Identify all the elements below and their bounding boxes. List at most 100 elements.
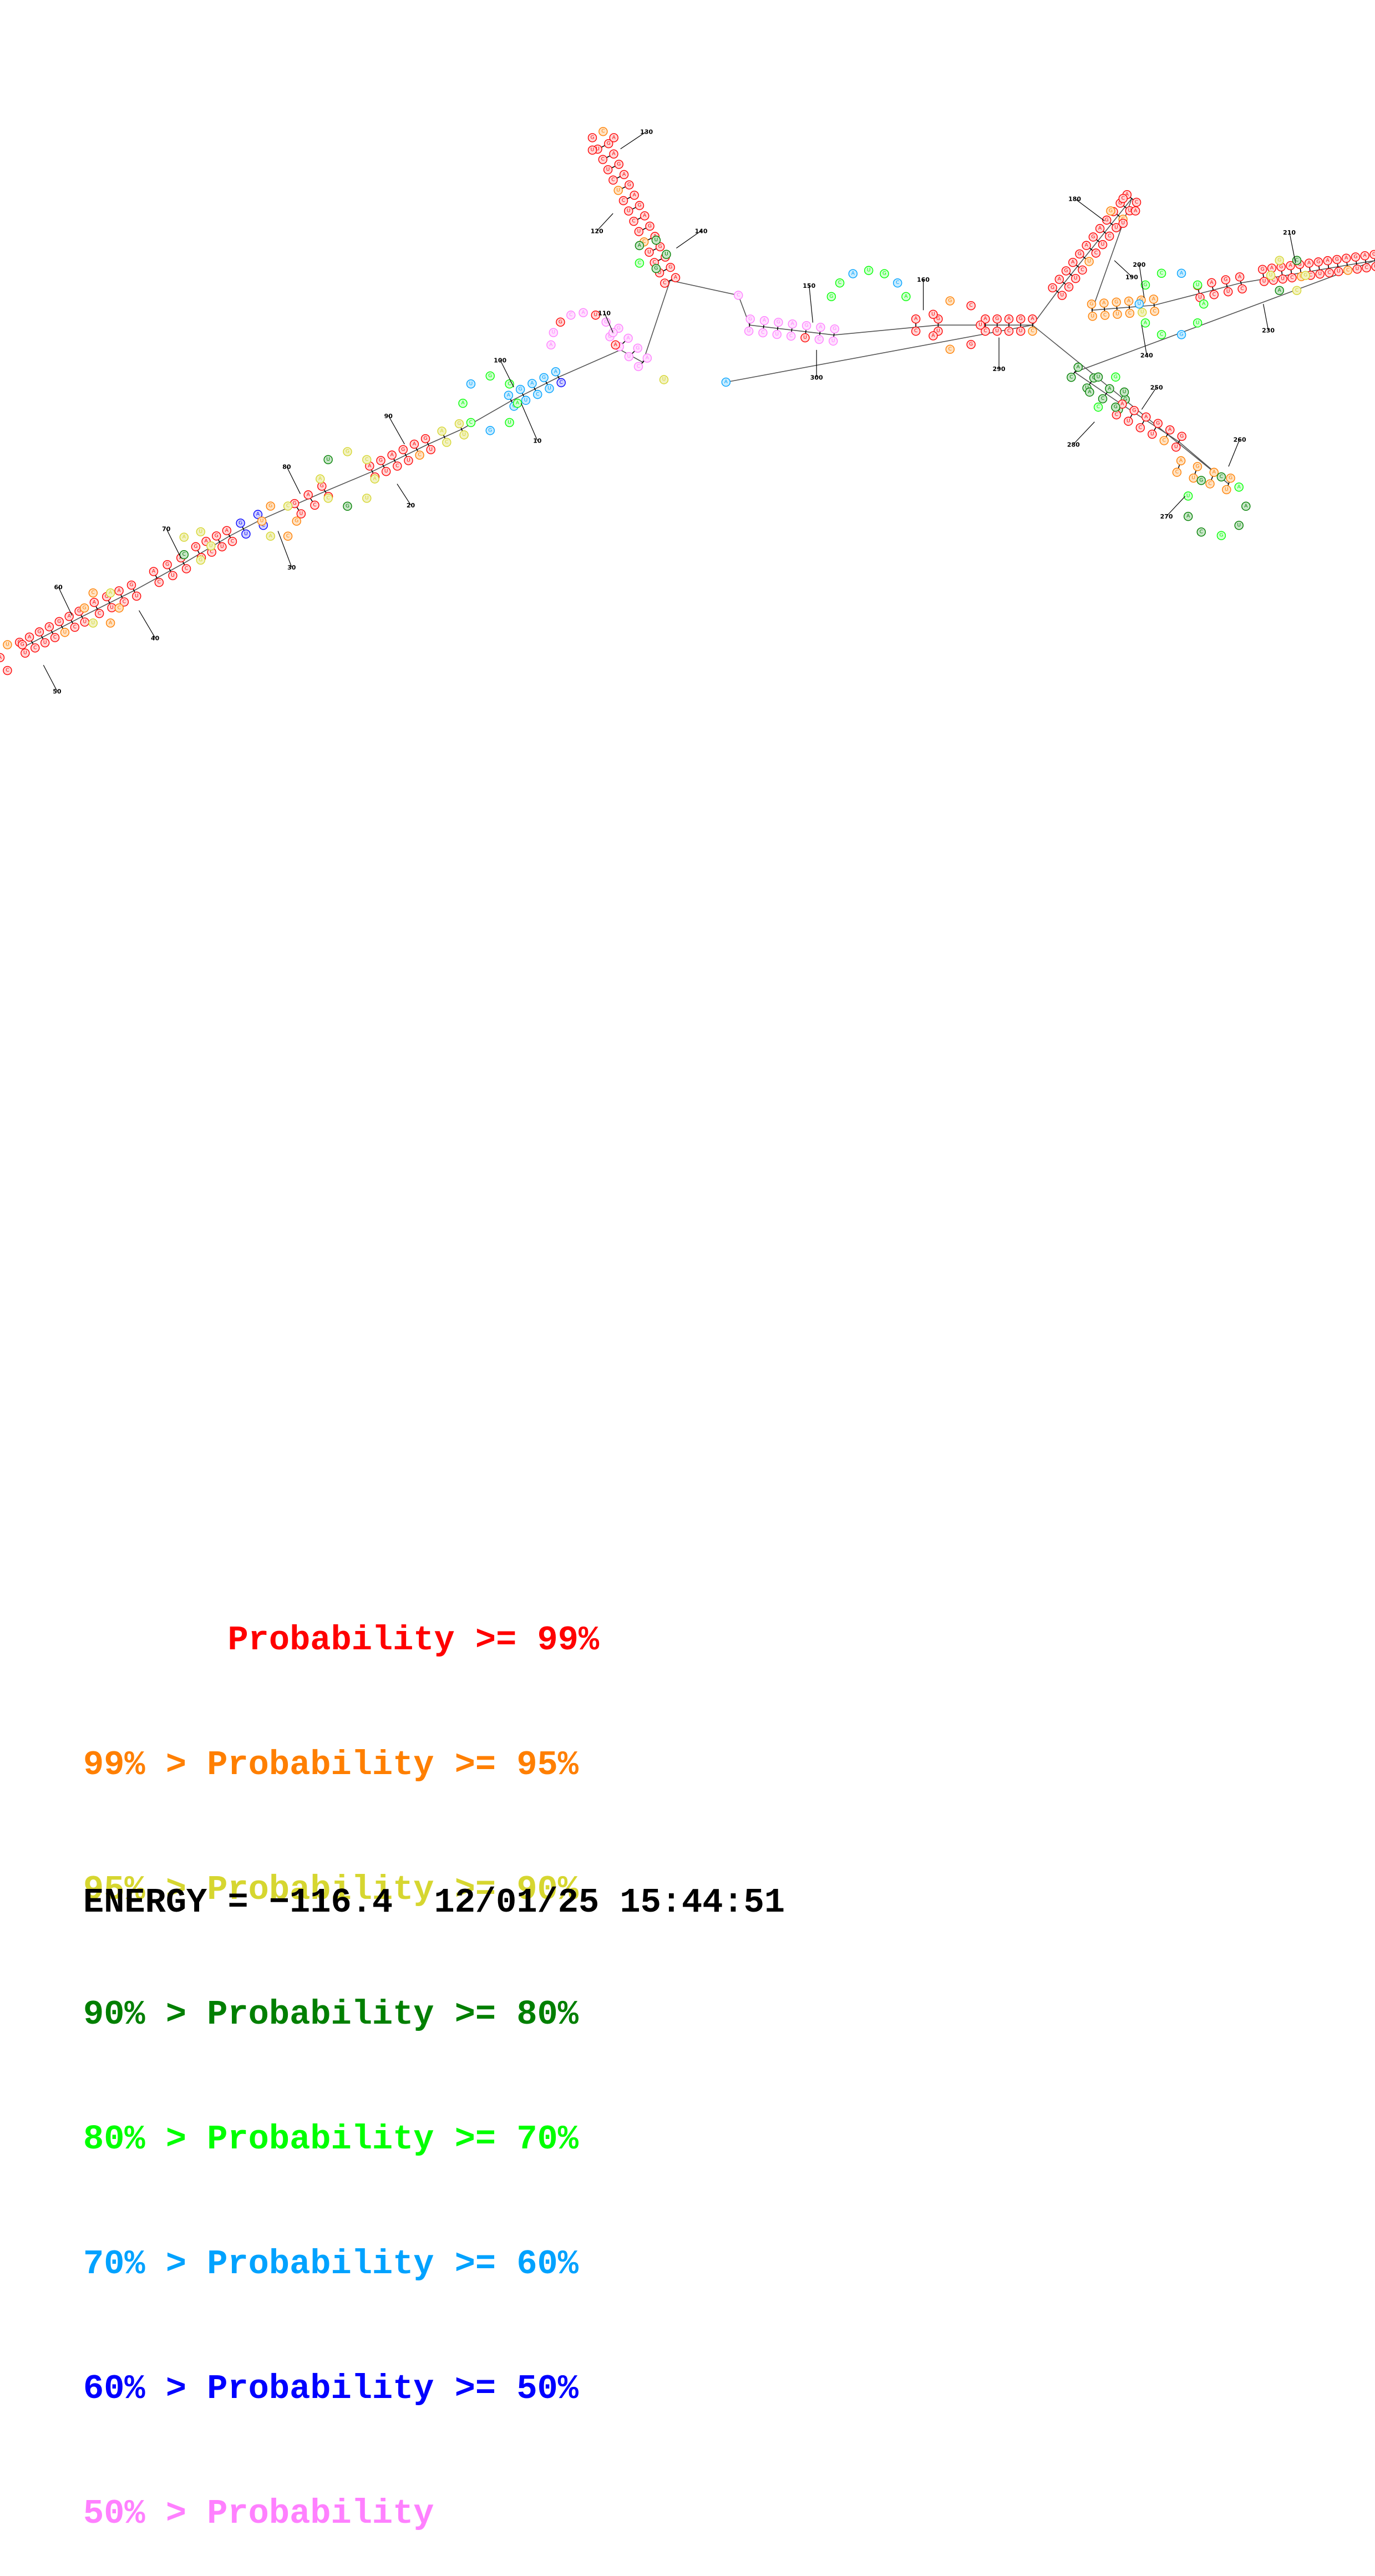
nucleotide-letter: A <box>256 512 260 517</box>
nucleotide-circle <box>1099 298 1109 308</box>
nucleotide-circle <box>624 352 634 362</box>
energy-value: ENERGY = −116.4 <box>83 1883 393 1922</box>
position-label: 290 <box>993 365 1006 373</box>
nucleotide-letter: U <box>1281 276 1285 282</box>
nucleotide-letter: G <box>1298 262 1302 267</box>
nucleotide-letter: C <box>1067 284 1070 289</box>
nucleotide-circle <box>556 378 566 388</box>
nucleotide: C <box>635 258 645 268</box>
legend-label: Probability >= 95% <box>207 1745 579 1785</box>
nucleotide-letter: U <box>508 420 511 425</box>
nucleotide: A <box>901 292 911 302</box>
nucleotide: C <box>1067 373 1076 382</box>
nucleotide: U <box>1224 287 1233 297</box>
nucleotide-circle <box>1004 326 1014 336</box>
nucleotide: A <box>1207 278 1216 287</box>
nucleotide-letter: G <box>1114 374 1118 380</box>
legend-prefix: 70% > <box>83 2244 207 2284</box>
nucleotide-circle <box>1111 372 1120 382</box>
nucleotide-letter: G <box>648 223 652 229</box>
nucleotide: U <box>992 326 1002 336</box>
nucleotide-letter: A <box>507 393 511 398</box>
nucleotide-letter: C <box>1122 196 1125 201</box>
nucleotide-circle <box>662 250 671 259</box>
nucleotide-letter: A <box>516 400 520 406</box>
position-label: 120 <box>591 228 603 235</box>
nucleotide: A <box>1199 299 1209 309</box>
nucleotide-circle <box>640 211 650 221</box>
nucleotide: U <box>662 250 671 259</box>
nucleotide-letter: G <box>1335 257 1339 262</box>
nucleotide: G <box>191 542 201 552</box>
nucleotide-letter: U <box>83 619 87 625</box>
nucleotide-circle <box>666 262 675 272</box>
nucleotide-letter: C <box>513 404 516 409</box>
nucleotide-circle <box>745 314 755 324</box>
nucleotide-letter: U <box>931 312 935 317</box>
nucleotide: A <box>1149 294 1159 304</box>
nucleotide: U <box>1352 265 1362 274</box>
nucleotide-circle <box>734 291 743 300</box>
nucleotide-circle <box>1048 283 1057 293</box>
nucleotide-letter: C <box>231 538 234 544</box>
position-ticks: 10 20 30 40 50 60 70 80 90 100 110 120 130 140 150 160 1… <box>43 129 1296 695</box>
nucleotide-circle <box>609 133 618 143</box>
nucleotide-letter: G <box>777 319 780 325</box>
nucleotide-letter: A <box>1202 301 1206 307</box>
nucleotide-letter: A <box>1077 364 1080 370</box>
nucleotide-letter: G <box>129 582 133 588</box>
nucleotide-circle <box>88 588 98 598</box>
nucleotide-letter: C <box>73 624 77 630</box>
nucleotide-letter: U <box>326 457 330 463</box>
nucleotide-letter: C <box>53 635 57 641</box>
nucleotide-circle <box>1371 262 1375 271</box>
nucleotide: C <box>1132 197 1141 207</box>
nucleotide: G <box>1369 250 1375 260</box>
nucleotide: C <box>1064 282 1074 292</box>
nucleotide: G <box>196 555 206 565</box>
nucleotide: A <box>1323 256 1332 266</box>
nucleotide-circle <box>1075 249 1084 259</box>
nucleotide-letter: G <box>668 265 672 270</box>
nucleotide-letter: G <box>346 504 349 509</box>
nucleotide: A <box>370 474 379 484</box>
nucleotide-letter: C <box>313 502 316 508</box>
nucleotide-circle <box>149 567 159 576</box>
nucleotide-circle <box>830 324 839 334</box>
tick-line <box>1289 232 1296 263</box>
nucleotide-circle <box>132 591 141 601</box>
nucleotide-circle <box>660 278 669 288</box>
nucleotide: G <box>126 580 136 590</box>
nucleotide: U <box>21 648 30 658</box>
nucleotide: U <box>829 336 838 346</box>
nucleotide-circle <box>1057 291 1067 300</box>
nucleotide: U <box>1118 219 1128 228</box>
nucleotide-letter: A <box>1031 316 1034 322</box>
nucleotide: A <box>1304 258 1314 268</box>
nucleotide: C <box>114 603 124 613</box>
nucleotide-circle <box>634 227 644 236</box>
nucleotide-letter: C <box>1103 313 1107 318</box>
nucleotide-circle <box>551 367 561 377</box>
nucleotide-letter: G <box>833 326 836 332</box>
nucleotide-circle <box>1102 215 1112 225</box>
nucleotide-circle <box>1105 384 1114 394</box>
nucleotide-circle <box>1016 314 1026 324</box>
nucleotide: C <box>660 278 669 288</box>
nucleotide-letter: A <box>48 624 52 629</box>
nucleotide-circle <box>911 326 921 336</box>
nucleotide-circle <box>119 597 129 607</box>
nucleotide-letter: G <box>1219 533 1223 538</box>
nucleotide: C <box>786 331 796 341</box>
nucleotide: C <box>633 362 643 372</box>
nucleotide-circle <box>1149 294 1159 304</box>
nucleotide: A <box>1028 314 1037 324</box>
nucleotide-circle <box>533 390 542 399</box>
nucleotide: A <box>1360 251 1369 261</box>
nucleotide-circle <box>485 426 495 435</box>
nucleotide-letter: U <box>627 354 631 359</box>
nucleotide-letter: A <box>440 428 444 434</box>
nucleotide: C <box>362 455 372 465</box>
legend-prefix <box>83 1620 227 1660</box>
nucleotide: G <box>485 371 495 381</box>
